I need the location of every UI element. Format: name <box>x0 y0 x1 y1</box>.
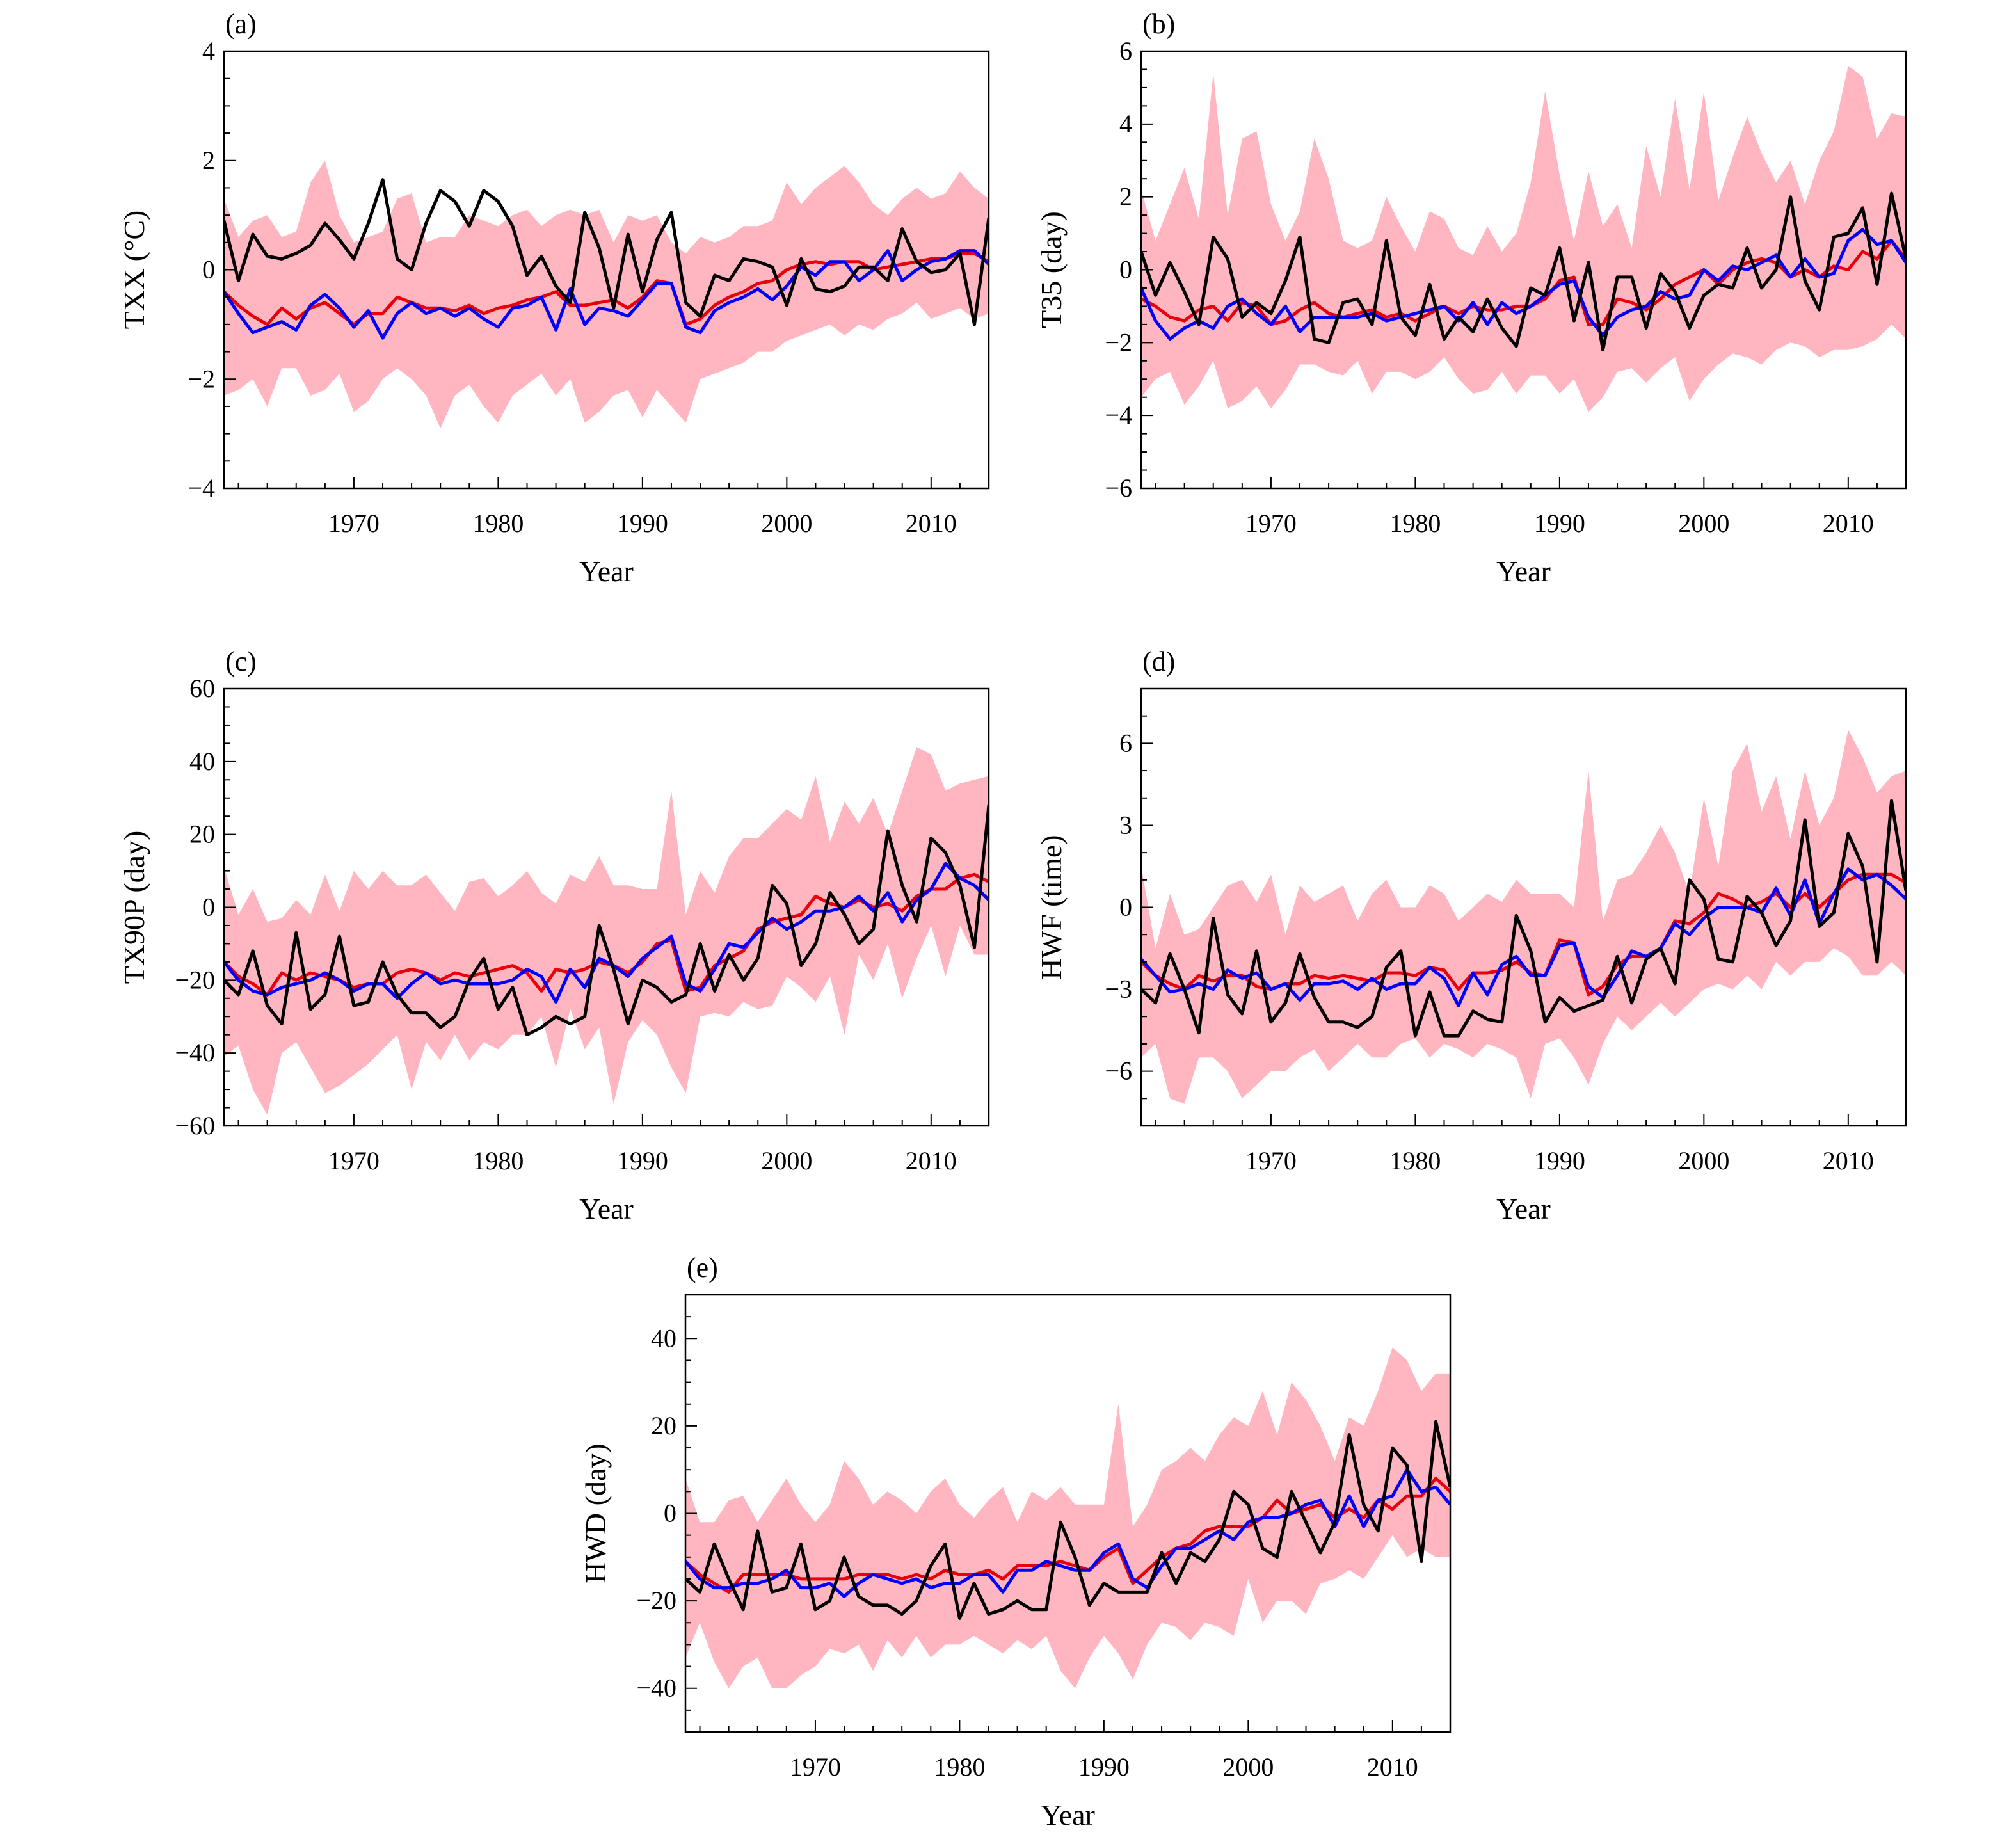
x-tick-label: 2000 <box>1678 1146 1729 1175</box>
x-tick-label: 2000 <box>761 1146 812 1175</box>
x-axis-label: Year <box>1041 1799 1095 1831</box>
y-tick-label: 20 <box>189 820 215 849</box>
y-axis-label: T35 (day) <box>1035 211 1068 328</box>
x-tick-label: 1990 <box>617 1146 668 1175</box>
y-tick-label: 20 <box>651 1411 676 1440</box>
x-tick-label: 2010 <box>906 1146 957 1175</box>
y-tick-label: −6 <box>1105 474 1132 502</box>
y-tick-label: −6 <box>1105 1057 1132 1086</box>
spread-band <box>224 747 989 1115</box>
x-tick-label: 1990 <box>617 509 668 538</box>
plot-area <box>224 747 989 1115</box>
y-tick-label: 0 <box>202 893 215 922</box>
red-series-line <box>224 872 989 997</box>
x-tick-label: 2000 <box>1678 509 1729 538</box>
blue-series-line <box>685 1468 1450 1598</box>
spread-band <box>685 1347 1450 1688</box>
y-tick-label: 40 <box>651 1324 676 1352</box>
panel-label: (a) <box>225 8 257 40</box>
y-tick-label: −3 <box>1105 975 1132 1004</box>
y-axis-label: TX90P (day) <box>118 831 150 984</box>
x-tick-label: 1980 <box>934 1752 985 1781</box>
black-series-line <box>1141 799 1906 1038</box>
y-tick-label: 0 <box>1119 893 1132 922</box>
x-tick-label: 1990 <box>1534 1146 1585 1175</box>
x-tick-label: 1990 <box>1078 1752 1130 1781</box>
x-tick-label: 2000 <box>761 509 812 538</box>
x-axis-label: Year <box>1496 1192 1551 1225</box>
y-tick-label: 0 <box>1119 255 1132 284</box>
spread-band <box>1141 730 1906 1104</box>
panel-e: −40 −20 0 20 40 1970 1980 1990 2000 2010 Year HWD (… <box>579 1252 1452 1831</box>
y-tick-label: 40 <box>189 747 215 776</box>
black-series-line <box>1141 191 1906 352</box>
y-tick-label: −40 <box>636 1674 676 1703</box>
x-tick-label: 2010 <box>906 509 957 538</box>
y-tick-label: −40 <box>175 1038 215 1067</box>
x-tick-label: 1970 <box>328 509 380 538</box>
y-tick-label: 6 <box>1119 36 1132 65</box>
y-tick-label: −4 <box>188 474 215 502</box>
panel-d: −6 −3 0 3 6 1970 1980 1990 2000 2010 Year HWF (time… <box>1035 646 1907 1225</box>
black-series-line <box>685 1420 1450 1620</box>
x-axis-label: Year <box>1496 555 1551 588</box>
panel-label: (c) <box>225 646 257 677</box>
x-tick-label: 2010 <box>1367 1752 1418 1781</box>
y-tick-label: 2 <box>1119 182 1132 211</box>
x-tick-label: 1970 <box>328 1146 380 1175</box>
blue-series-line <box>1141 867 1906 1007</box>
x-tick-label: 1970 <box>790 1752 841 1781</box>
black-series-line <box>224 803 989 1037</box>
panel-b: −6 −4 −2 0 2 4 6 1970 1980 1990 2000 2010 Year T35 (d… <box>1035 8 1907 588</box>
black-series-line <box>224 178 989 326</box>
plot-area <box>1141 730 1906 1104</box>
x-axis-label: Year <box>579 555 634 588</box>
panel-label: (e) <box>687 1252 718 1283</box>
y-tick-label: 3 <box>1119 810 1132 839</box>
x-tick-label: 2000 <box>1222 1752 1274 1781</box>
panel-a: −4 −2 0 2 4 1970 1980 1990 2000 2010 Year TXX (°C) (… <box>118 8 990 588</box>
x-tick-label: 1980 <box>472 509 524 538</box>
panel-label: (b) <box>1142 8 1175 40</box>
blue-series-line <box>224 249 989 340</box>
panel-c: −60 −40 −20 0 20 40 60 1970 1980 1990 2000 2010 Year… <box>118 646 990 1225</box>
y-tick-label: −4 <box>1105 401 1132 429</box>
y-tick-label: −60 <box>175 1111 215 1140</box>
x-tick-label: 1970 <box>1245 509 1297 538</box>
x-tick-label: 1980 <box>1389 509 1441 538</box>
x-tick-label: 1980 <box>472 1146 524 1175</box>
y-axis-label: HWF (time) <box>1035 835 1068 979</box>
y-tick-label: 6 <box>1119 728 1132 757</box>
y-tick-label: 0 <box>202 255 215 284</box>
x-tick-label: 1990 <box>1534 509 1585 538</box>
y-axis-label: TXX (°C) <box>118 211 150 330</box>
y-tick-label: 60 <box>189 674 215 703</box>
y-tick-label: −2 <box>188 364 215 393</box>
y-tick-label: 4 <box>1119 109 1132 138</box>
y-tick-label: −20 <box>175 965 215 994</box>
y-tick-label: −20 <box>636 1586 676 1615</box>
x-tick-label: 1980 <box>1389 1146 1441 1175</box>
spread-band <box>1141 65 1906 412</box>
y-tick-label: 0 <box>664 1499 676 1528</box>
spread-band <box>224 160 989 429</box>
x-tick-label: 2010 <box>1823 1146 1874 1175</box>
plot-area <box>1141 65 1906 412</box>
x-tick-label: 1970 <box>1245 1146 1297 1175</box>
y-tick-label: 4 <box>202 36 215 65</box>
x-tick-label: 2010 <box>1823 509 1874 538</box>
y-tick-label: −2 <box>1105 328 1132 357</box>
plot-area <box>224 160 989 429</box>
y-axis-label: HWD (day) <box>579 1443 612 1583</box>
x-axis-label: Year <box>579 1192 634 1225</box>
y-tick-label: 2 <box>202 146 215 175</box>
panel-label: (d) <box>1142 646 1175 677</box>
plot-area <box>685 1347 1450 1688</box>
